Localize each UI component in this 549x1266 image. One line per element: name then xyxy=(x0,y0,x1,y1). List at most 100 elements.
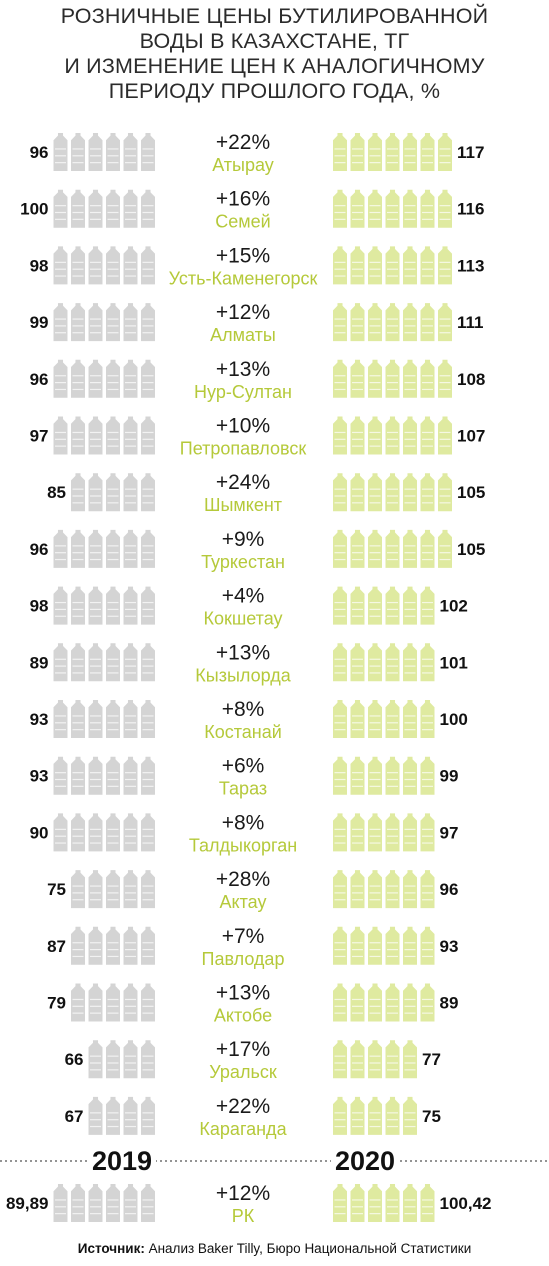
water-bottle-icon xyxy=(123,303,138,342)
water-bottle-icon xyxy=(123,416,138,455)
water-bottle-icon xyxy=(140,359,155,398)
value-2020-label: 100 xyxy=(440,710,468,729)
water-bottle-icon xyxy=(140,303,155,342)
water-bottle-icon xyxy=(403,756,418,795)
water-bottle-icon xyxy=(350,870,365,909)
water-bottle-icon xyxy=(368,1096,383,1135)
water-bottle-icon xyxy=(88,473,103,512)
year-2019-label: 2019 xyxy=(92,1146,152,1176)
water-bottle-icon xyxy=(140,1184,155,1223)
water-bottle-icon xyxy=(368,1184,383,1223)
chart-row xyxy=(71,926,435,965)
water-bottle-icon xyxy=(106,1040,121,1079)
water-bottle-icon xyxy=(350,189,365,228)
value-2020-label: 75 xyxy=(422,1107,441,1126)
water-bottle-icon xyxy=(438,473,453,512)
water-bottle-icon xyxy=(420,586,435,625)
water-bottle-icon xyxy=(106,870,121,909)
water-bottle-icon xyxy=(368,473,383,512)
source-text: Анализ Baker Tilly, Бюро Национальной Ст… xyxy=(144,1241,472,1256)
water-bottle-icon xyxy=(106,926,121,965)
city-label: Шымкент xyxy=(204,495,282,515)
year-label-bg xyxy=(88,1146,156,1176)
water-bottle-icon xyxy=(88,359,103,398)
city-label: Талдыкорган xyxy=(189,835,297,855)
water-bottle-icon xyxy=(438,246,453,285)
water-bottle-icon xyxy=(53,246,68,285)
value-2019-label: 96 xyxy=(30,370,49,389)
value-2019-label: 87 xyxy=(47,937,66,956)
value-2019-label: 79 xyxy=(47,994,66,1013)
water-bottle-icon xyxy=(350,983,365,1022)
chart-row xyxy=(53,700,435,738)
water-bottle-icon xyxy=(123,643,138,682)
change-percent-label: +16% xyxy=(216,188,270,211)
water-bottle-icon xyxy=(333,586,348,625)
chart-row xyxy=(53,416,453,455)
city-label: Семей xyxy=(215,212,270,232)
change-percent-label: +22% xyxy=(216,1095,270,1118)
water-bottle-icon xyxy=(106,643,121,682)
water-bottle-icon xyxy=(88,926,103,965)
water-bottle-icon xyxy=(350,1040,365,1079)
water-bottle-icon xyxy=(123,870,138,909)
change-percent-label: +17% xyxy=(216,1038,270,1061)
value-2020-label: 96 xyxy=(440,880,459,899)
water-bottle-icon xyxy=(385,983,400,1022)
chart-row xyxy=(71,473,453,512)
value-2019-label: 98 xyxy=(30,256,49,275)
value-2020-label: 105 xyxy=(457,483,485,502)
water-bottle-icon xyxy=(385,246,400,285)
water-bottle-icon xyxy=(53,303,68,342)
value-2020-label: 108 xyxy=(457,370,485,389)
water-bottle-icon xyxy=(350,643,365,682)
value-2019-label: 96 xyxy=(30,143,49,162)
change-percent-label: +28% xyxy=(216,868,270,891)
water-bottle-icon xyxy=(333,359,348,398)
water-bottle-icon xyxy=(88,700,103,738)
water-bottle-icon xyxy=(71,416,86,455)
water-bottle-icon xyxy=(333,870,348,909)
city-label: Атырау xyxy=(212,155,274,175)
value-2019-label: 89 xyxy=(30,653,49,672)
water-bottle-icon xyxy=(368,133,383,171)
water-bottle-icon xyxy=(88,1096,103,1135)
water-bottle-icon xyxy=(403,813,418,852)
water-bottle-icon xyxy=(106,473,121,512)
water-bottle-icon xyxy=(71,586,86,625)
value-2019-label: 99 xyxy=(30,313,49,332)
year-2020-label: 2020 xyxy=(335,1146,395,1176)
water-bottle-icon xyxy=(368,303,383,342)
water-bottle-icon xyxy=(403,416,418,455)
water-bottle-icon xyxy=(350,133,365,171)
water-bottle-icon xyxy=(123,529,138,568)
water-bottle-icon xyxy=(333,643,348,682)
value-2020-label: 101 xyxy=(440,653,468,672)
water-bottle-icon xyxy=(53,359,68,398)
water-bottle-icon xyxy=(140,643,155,682)
water-bottle-icon xyxy=(420,700,435,738)
water-bottle-icon xyxy=(420,416,435,455)
water-bottle-icon xyxy=(71,643,86,682)
water-bottle-icon xyxy=(420,133,435,171)
water-bottle-icon xyxy=(123,473,138,512)
water-bottle-icon xyxy=(140,756,155,795)
value-2019-label: 89,89 xyxy=(6,1194,49,1213)
water-bottle-icon xyxy=(333,133,348,171)
title-line: РОЗНИЧНЫЕ ЦЕНЫ БУТИЛИРОВАННОЙ xyxy=(60,4,489,28)
change-percent-label: +9% xyxy=(222,528,265,551)
water-bottle-icon xyxy=(71,700,86,738)
value-2020-label: 105 xyxy=(457,540,485,559)
water-bottle-icon xyxy=(333,246,348,285)
water-bottle-icon xyxy=(53,189,68,228)
value-2020-label: 77 xyxy=(422,1050,441,1069)
water-bottle-icon xyxy=(106,133,121,171)
water-bottle-icon xyxy=(71,926,86,965)
water-bottle-icon xyxy=(71,813,86,852)
water-bottle-icon xyxy=(53,416,68,455)
city-label: Павлодар xyxy=(202,949,285,969)
value-2019-label: 98 xyxy=(30,597,49,616)
water-bottle-icon xyxy=(368,586,383,625)
water-bottle-icon xyxy=(385,189,400,228)
